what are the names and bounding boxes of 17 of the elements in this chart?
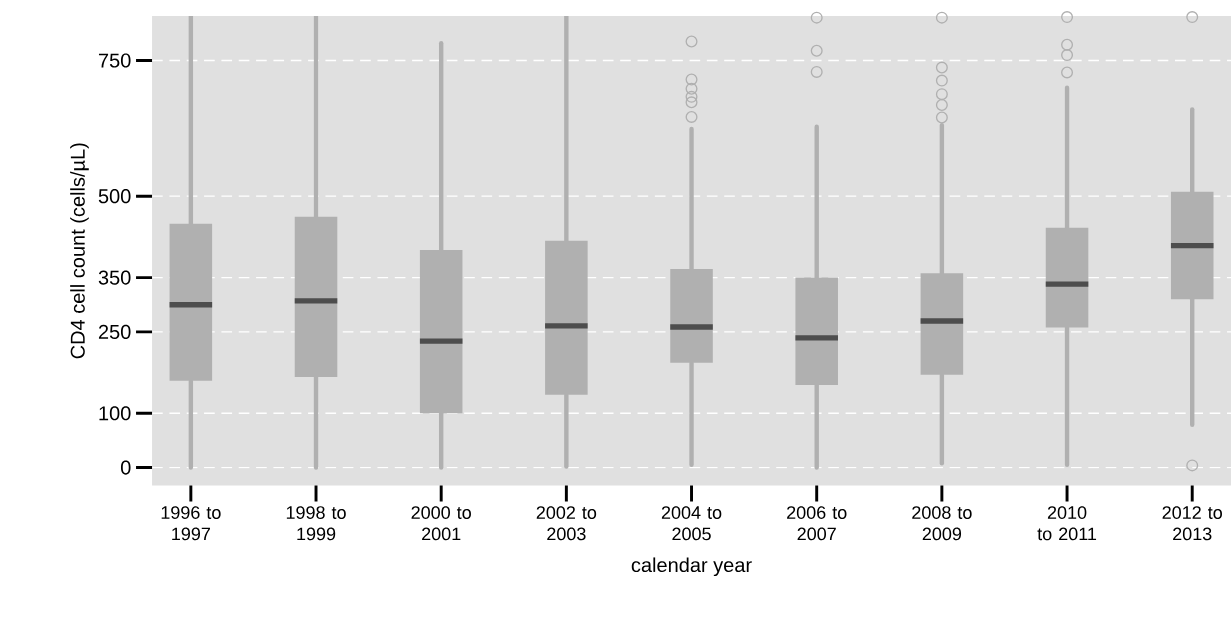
y-tick-label: 250 bbox=[98, 325, 131, 340]
y-tick-label: 350 bbox=[98, 270, 131, 285]
y-tick-label: 0 bbox=[120, 460, 131, 475]
x-tick-label: 1996 to 1997 bbox=[161, 506, 221, 541]
x-tick-label: 2004 to 2005 bbox=[661, 506, 722, 541]
x-tick-label: 2010 to 2011 bbox=[1037, 506, 1097, 541]
x-tick-label: 2008 to 2009 bbox=[912, 506, 972, 541]
y-tick-label: 750 bbox=[98, 53, 131, 68]
x-tick-label: 2002 to 2003 bbox=[536, 506, 597, 541]
x-tick-label: 2012 to 2013 bbox=[1162, 506, 1222, 541]
x-axis-title: calendar year bbox=[631, 557, 752, 577]
x-tick-label: 2006 to 2007 bbox=[787, 506, 847, 541]
y-axis-title: CD4 cell count (cells/µL) bbox=[70, 143, 89, 359]
x-tick-label: 1998 to 1999 bbox=[286, 506, 346, 541]
y-tick-label: 100 bbox=[99, 406, 131, 421]
x-tick-label: 2000 to 2001 bbox=[411, 506, 471, 541]
y-tick-label: 500 bbox=[98, 189, 131, 204]
